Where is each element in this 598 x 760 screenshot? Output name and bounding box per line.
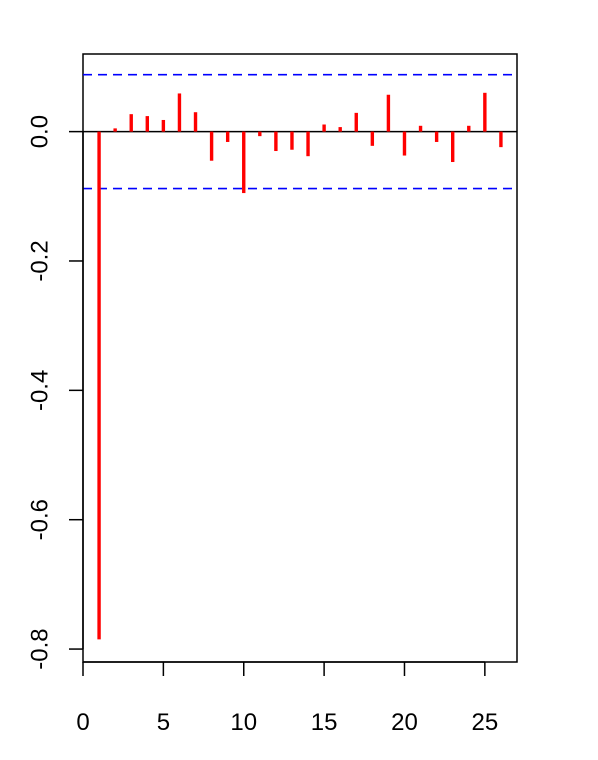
x-tick-label: 25: [472, 709, 499, 736]
y-tick-label: -0.6: [26, 499, 53, 540]
x-tick-label: 0: [76, 709, 89, 736]
y-tick-label: -0.2: [26, 240, 53, 281]
x-tick-label: 5: [157, 709, 170, 736]
y-tick-label: -0.4: [26, 370, 53, 411]
y-tick-label: -0.8: [26, 628, 53, 669]
x-tick-label: 20: [391, 709, 418, 736]
confidence-bounds: [83, 73, 517, 190]
y-axis: 0.0 -0.2 -0.4 -0.6 -0.8: [26, 115, 84, 670]
x-tick-label: 10: [230, 709, 257, 736]
x-axis: 0 5 10 15 20 25: [76, 661, 499, 736]
acf-bars: [97, 92, 503, 640]
x-tick-label: 15: [311, 709, 338, 736]
y-tick-label: 0.0: [26, 115, 53, 148]
